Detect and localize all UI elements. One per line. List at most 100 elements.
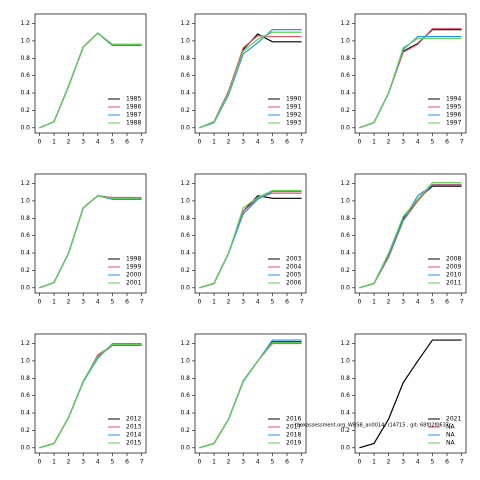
legend-label: 1988: [126, 120, 141, 127]
legend-label: 1998: [126, 256, 141, 263]
x-tick-label: 4: [416, 299, 420, 306]
y-tick-label: 0.8: [340, 215, 350, 222]
plot-frame: [194, 13, 307, 134]
x-tick-label: 5: [270, 139, 274, 146]
y-tick-label: 0.0: [340, 284, 350, 291]
x-tick-label: 1: [52, 459, 56, 466]
panel: 0.00.20.40.60.81.01.20 1 2 3 4 5 6 719981999200…: [20, 173, 147, 306]
plot-frame: [34, 13, 147, 134]
legend-label: 2015: [126, 440, 141, 447]
x-tick-label: 5: [430, 299, 434, 306]
x-tick-label: 3: [241, 299, 245, 306]
y-tick-label: 0.2: [340, 267, 350, 274]
x-tick-label: 7: [460, 459, 464, 466]
x-tick-label: 3: [81, 139, 85, 146]
x-tick-label: 4: [96, 299, 100, 306]
legend-label: 1986: [126, 104, 141, 111]
series-line: [39, 343, 142, 449]
legend-label: 2004: [286, 264, 301, 271]
x-tick-label: 0: [37, 299, 41, 306]
series-line: [39, 195, 142, 289]
legend-label: 2012: [126, 416, 141, 423]
y-tick-label: 0.8: [180, 55, 190, 62]
x-tick-label: 7: [300, 459, 304, 466]
x-tick-label: 0: [197, 459, 201, 466]
y-tick-label: 1.2: [20, 340, 30, 347]
x-tick-label: 2: [387, 299, 391, 306]
y-tick-label: 0.8: [180, 375, 190, 382]
y-tick-label: 1.2: [340, 180, 350, 187]
x-tick-label: 5: [110, 459, 114, 466]
x-tick-label: 3: [81, 459, 85, 466]
x-tick-label: 7: [140, 139, 144, 146]
x-tick-label: 0: [37, 459, 41, 466]
x-tick-label: 2: [387, 459, 391, 466]
annotation: tbakassessment.org_WBSB_an0014, r14715 ,…: [295, 423, 452, 429]
y-tick-label: 0.4: [20, 410, 30, 417]
x-tick-label: 0: [197, 299, 201, 306]
y-tick-label: 0.6: [340, 392, 350, 399]
x-tick-label: 5: [430, 139, 434, 146]
y-tick-label: 1.0: [20, 357, 30, 364]
legend-label: 2019: [286, 440, 301, 447]
x-tick-label: 7: [460, 299, 464, 306]
x-tick-label: 5: [270, 299, 274, 306]
series-line: [199, 189, 302, 289]
plot-frame: [354, 333, 467, 454]
x-tick-label: 3: [241, 459, 245, 466]
y-tick-label: 1.2: [180, 340, 190, 347]
y-tick-label: 0.0: [20, 284, 30, 291]
y-tick-label: 1.0: [20, 197, 30, 204]
panel: 0.00.20.40.60.81.01.20 1 2 3 4 5 6 720032004200…: [180, 173, 307, 306]
series-line: [199, 31, 302, 129]
panel: 0.00.20.40.60.81.01.20 1 2 3 4 5 6 72021NANANAt…: [295, 333, 467, 466]
x-tick-label: 7: [140, 299, 144, 306]
series-line: [359, 37, 462, 129]
series-line: [359, 339, 462, 449]
y-tick-label: 0.0: [180, 444, 190, 451]
y-tick-label: 0.0: [340, 444, 350, 451]
legend-label: NA: [446, 424, 455, 431]
y-tick-label: 0.8: [20, 55, 30, 62]
x-tick-label: 1: [372, 459, 376, 466]
y-tick-label: 1.0: [340, 357, 350, 364]
y-tick-label: 0.6: [180, 232, 190, 239]
legend-label: 2009: [446, 264, 461, 271]
x-tick-label: 7: [140, 459, 144, 466]
y-tick-label: 1.2: [180, 180, 190, 187]
x-tick-label: 4: [96, 459, 100, 466]
x-tick-label: 4: [256, 139, 260, 146]
legend-label: 1999: [126, 264, 141, 271]
y-tick-label: 0.0: [20, 444, 30, 451]
x-tick-label: 3: [401, 459, 405, 466]
panel: 0.00.20.40.60.81.01.20 1 2 3 4 5 6 720122013201…: [20, 333, 147, 466]
plot-frame: [354, 173, 467, 294]
y-tick-label: 0.2: [180, 427, 190, 434]
x-tick-label: 6: [125, 459, 129, 466]
y-tick-label: 0.8: [180, 215, 190, 222]
plot-frame: [354, 13, 467, 134]
y-tick-label: 0.6: [20, 392, 30, 399]
x-tick-label: 4: [256, 459, 260, 466]
y-tick-label: 1.2: [20, 20, 30, 27]
plot-frame: [194, 173, 307, 294]
y-tick-label: 0.2: [340, 107, 350, 114]
x-tick-label: 2: [67, 299, 71, 306]
x-tick-label: 3: [401, 299, 405, 306]
panel: 0.00.20.40.60.81.01.20 1 2 3 4 5 6 719901991199…: [180, 13, 307, 146]
legend-label: 2010: [446, 272, 461, 279]
y-tick-label: 0.6: [340, 232, 350, 239]
x-tick-label: 6: [285, 459, 289, 466]
x-tick-label: 0: [357, 459, 361, 466]
x-tick-label: 0: [197, 139, 201, 146]
x-tick-label: 4: [416, 139, 420, 146]
panel: 0.00.20.40.60.81.01.20 1 2 3 4 5 6 720162017201…: [180, 333, 307, 466]
x-tick-label: 7: [300, 139, 304, 146]
legend-label: 1990: [286, 96, 301, 103]
x-tick-label: 2: [227, 299, 231, 306]
x-tick-label: 3: [401, 139, 405, 146]
y-tick-label: 1.0: [20, 37, 30, 44]
x-tick-label: 1: [212, 299, 216, 306]
legend-label: 1993: [286, 120, 301, 127]
y-tick-label: 0.6: [340, 72, 350, 79]
